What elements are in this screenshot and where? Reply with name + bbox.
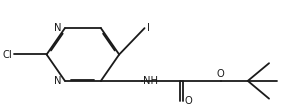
Text: O: O	[184, 96, 192, 106]
Text: N: N	[54, 76, 61, 86]
Text: NH: NH	[143, 76, 158, 86]
Text: O: O	[217, 69, 224, 79]
Text: I: I	[148, 23, 150, 33]
Text: N: N	[54, 23, 61, 33]
Text: Cl: Cl	[3, 49, 13, 60]
